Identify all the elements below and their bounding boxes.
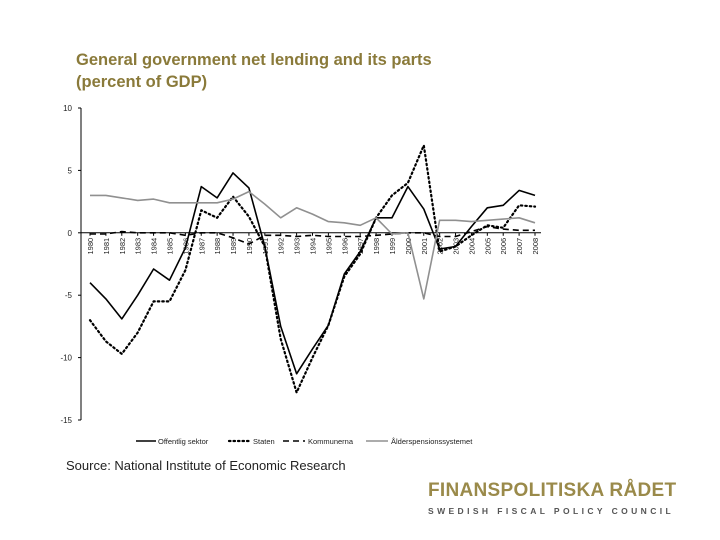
- x-tick-label: 1984: [150, 238, 159, 255]
- legend-label-1: Offentlig sektor: [158, 437, 209, 446]
- series-line-3: [90, 225, 535, 245]
- legend-label-2: Staten: [253, 437, 275, 446]
- y-tick-label: -10: [60, 354, 72, 363]
- x-tick-label: 2008: [531, 238, 540, 255]
- brand-tagline: SWEDISH FISCAL POLICY COUNCIL: [428, 506, 675, 516]
- chart-title-line-1: General government net lending and its p…: [76, 51, 432, 69]
- x-tick-label: 1997: [356, 238, 365, 255]
- x-tick-label: 1990: [245, 238, 254, 255]
- x-tick-label: 1983: [134, 238, 143, 255]
- legend-label-3: Kommunerna: [308, 437, 354, 446]
- chart-title-line-2: (percent of GDP): [76, 73, 208, 91]
- x-tick-label: 1989: [229, 238, 238, 255]
- x-tick-label: 1992: [277, 238, 286, 255]
- x-tick-label: 1996: [340, 238, 349, 255]
- x-tick-label: 1993: [293, 238, 302, 255]
- y-tick-label: -15: [60, 416, 72, 425]
- chart-title: General government net lending and its p…: [76, 49, 636, 93]
- x-tick-label: 2001: [420, 238, 429, 255]
- x-tick-label: 1981: [102, 238, 111, 255]
- x-tick-label: 1982: [118, 238, 127, 255]
- x-tick-label: 1988: [213, 238, 222, 255]
- series-line-2: [88, 144, 537, 394]
- x-tick-label: 2005: [483, 238, 492, 255]
- x-tick-label: 1980: [86, 238, 95, 255]
- legend-label-4: Ålderspensionssystemet: [391, 437, 473, 446]
- y-tick-label: -5: [65, 291, 73, 300]
- source-note: Source: National Institute of Economic R…: [66, 458, 346, 473]
- y-tick-label: 5: [68, 166, 73, 175]
- y-tick-label: 0: [68, 229, 73, 238]
- x-tick-label: 2006: [499, 238, 508, 255]
- x-tick-label: 2000: [404, 238, 413, 255]
- x-tick-label: 1985: [165, 238, 174, 255]
- x-tick-label: 2007: [515, 238, 524, 255]
- x-tick-label: 1998: [372, 238, 381, 255]
- x-tick-label: 1995: [324, 238, 333, 255]
- y-tick-label: 10: [63, 104, 72, 113]
- x-tick-label: 2002: [436, 238, 445, 255]
- series-line-4: [90, 190, 536, 300]
- x-tick-label: 1994: [309, 238, 318, 255]
- brand-name: FINANSPOLITISKA RÅDET: [428, 480, 677, 501]
- series-line-1: [89, 172, 536, 375]
- x-tick-label: 2004: [467, 238, 476, 255]
- brand-logo: FINANSPOLITISKA RÅDET SWEDISH FISCAL POL…: [428, 480, 700, 516]
- x-tick-label: 1999: [388, 238, 397, 255]
- x-tick-label: 1987: [197, 238, 206, 255]
